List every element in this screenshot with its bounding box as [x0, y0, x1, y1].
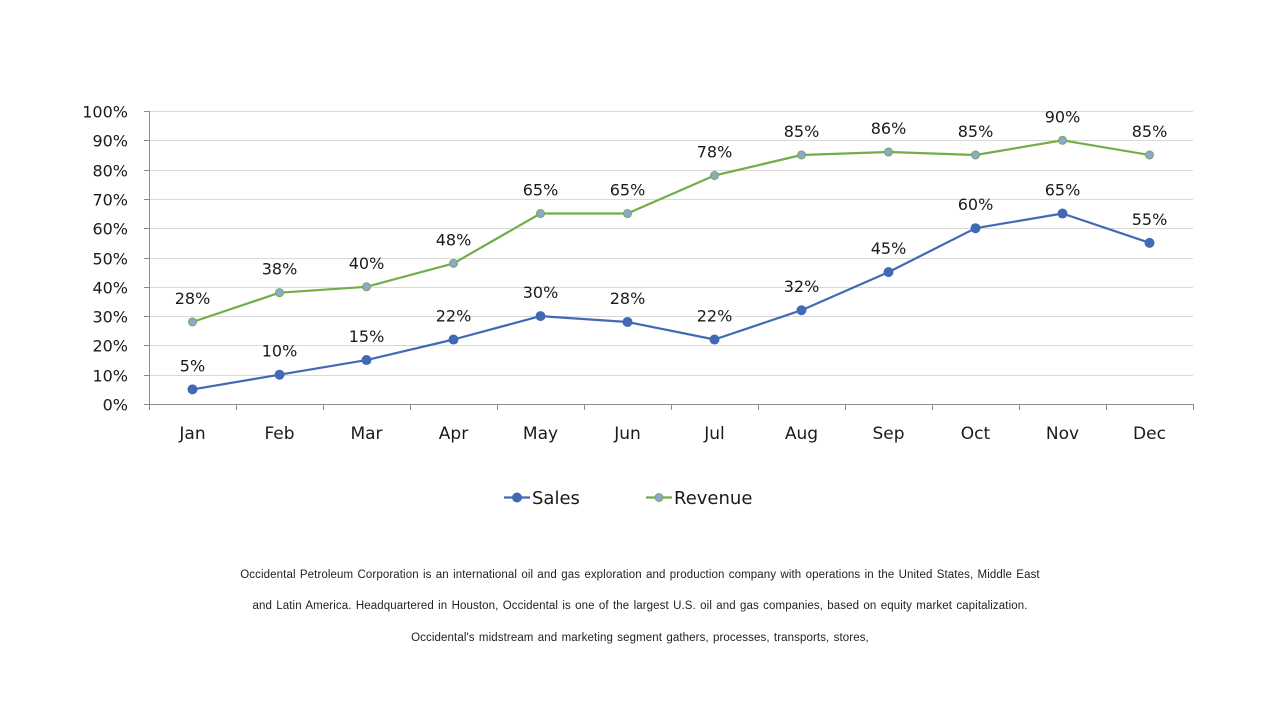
y-tick-label: 100%	[82, 103, 128, 122]
data-label-revenue: 65%	[523, 181, 559, 200]
axes	[144, 111, 1194, 410]
data-label-revenue: 40%	[349, 254, 385, 273]
data-point-revenue	[449, 258, 458, 268]
x-tick-label: May	[523, 424, 558, 444]
data-label-sales: 32%	[784, 277, 820, 296]
x-tick-label: Nov	[1046, 424, 1079, 444]
y-tick-label: 30%	[92, 308, 128, 327]
data-point-sales	[883, 267, 894, 278]
legend-label-sales: Sales	[532, 488, 580, 509]
x-tick-label: Jan	[178, 424, 205, 444]
gridlines	[149, 111, 1193, 376]
data-point-revenue	[971, 150, 980, 160]
data-point-sales	[622, 316, 633, 327]
y-axis-tick-labels: 0% 10% 20% 30% 40% 50% 60% 70% 80% 90% 100%	[82, 103, 128, 415]
y-tick-label: 40%	[92, 279, 128, 298]
data-point-revenue	[797, 150, 806, 160]
data-label-revenue: 65%	[610, 181, 646, 200]
y-tick-label: 60%	[92, 220, 128, 239]
y-tick-label: 10%	[92, 367, 128, 386]
data-label-revenue: 85%	[784, 122, 820, 141]
series-group: 5% 10% 15% 22% 30% 28% 22% 32% 45% 60% 65% 55% 28% 38…	[175, 107, 1168, 395]
data-point-sales	[187, 384, 198, 395]
data-point-sales	[970, 223, 981, 234]
data-point-sales	[274, 369, 285, 380]
data-label-sales: 15%	[349, 327, 385, 346]
data-point-sales	[535, 311, 546, 322]
data-point-revenue	[1145, 150, 1154, 160]
data-label-sales: 22%	[697, 307, 733, 326]
legend: Sales Revenue	[504, 488, 752, 509]
data-label-revenue: 85%	[1132, 122, 1168, 141]
data-label-sales: 28%	[610, 289, 646, 308]
x-tick-label: Oct	[961, 424, 991, 444]
series-line-sales	[192, 212, 1150, 391]
data-label-sales: 60%	[958, 195, 994, 214]
data-label-revenue: 85%	[958, 122, 994, 141]
data-point-revenue	[710, 170, 719, 180]
caption-line-2: and Latin America. Headquartered in Hous…	[252, 600, 1028, 612]
data-point-sales	[448, 334, 459, 345]
data-label-sales: 22%	[436, 307, 472, 326]
data-label-sales: 65%	[1045, 181, 1081, 200]
legend-marker-revenue	[654, 493, 664, 502]
data-label-revenue: 28%	[175, 289, 211, 308]
x-tick-label: Feb	[264, 424, 294, 444]
data-point-revenue	[362, 282, 371, 292]
caption-line-1: Occidental Petroleum Corporation is an i…	[240, 569, 1040, 581]
x-tick-label: Dec	[1133, 424, 1166, 444]
data-label-sales: 5%	[180, 356, 205, 375]
data-point-revenue	[884, 147, 893, 157]
line-chart: 0% 10% 20% 30% 40% 50% 60% 70% 80% 90% 100% Jan Feb…	[82, 103, 1194, 509]
series-sales: 5% 10% 15% 22% 30% 28% 22% 32% 45% 60% 65% 55%	[180, 181, 1167, 395]
data-label-revenue: 48%	[436, 230, 472, 249]
y-tick-label: 70%	[92, 191, 128, 210]
data-point-revenue	[536, 209, 545, 219]
caption-line-3: Occidental's midstream and marketing seg…	[411, 632, 869, 644]
data-point-revenue	[623, 209, 632, 219]
legend-marker-sales	[512, 492, 522, 503]
data-point-revenue	[1058, 135, 1067, 145]
data-label-revenue: 38%	[262, 260, 298, 279]
y-tick-label: 80%	[92, 162, 128, 181]
legend-item-revenue: Revenue	[646, 488, 752, 509]
series-revenue: 28% 38% 40% 48% 65% 65% 78% 85% 86% 85% 90% 85%	[175, 107, 1168, 327]
legend-label-revenue: Revenue	[674, 488, 752, 509]
data-label-sales: 55%	[1132, 210, 1168, 229]
y-tick-label: 50%	[92, 250, 128, 269]
legend-item-sales: Sales	[504, 488, 580, 509]
data-point-sales	[1057, 208, 1068, 219]
y-tick-label: 90%	[92, 132, 128, 151]
data-point-sales	[796, 305, 807, 316]
data-point-sales	[709, 334, 720, 345]
data-point-revenue	[275, 288, 284, 298]
x-axis-tick-labels: Jan Feb Mar Apr May Jun Jul Aug Sep Oct Nov Dec	[178, 424, 1166, 444]
data-label-sales: 30%	[523, 283, 559, 302]
data-point-revenue	[188, 317, 197, 327]
x-tick-label: Jul	[703, 424, 725, 444]
series-line-revenue	[192, 139, 1150, 324]
x-tick-label: Jun	[613, 424, 641, 444]
x-tick-label: Sep	[872, 424, 904, 444]
x-tick-label: Mar	[350, 424, 382, 444]
data-point-sales	[361, 355, 372, 366]
data-point-sales	[1144, 237, 1155, 248]
data-label-revenue: 78%	[697, 142, 733, 161]
y-tick-label: 20%	[92, 337, 128, 356]
data-label-sales: 10%	[262, 342, 298, 361]
data-label-revenue: 90%	[1045, 107, 1081, 126]
x-tick-label: Aug	[785, 424, 818, 444]
y-tick-label: 0%	[103, 396, 128, 415]
x-tick-label: Apr	[439, 424, 468, 444]
data-label-revenue: 86%	[871, 119, 907, 138]
data-label-sales: 45%	[871, 239, 907, 258]
